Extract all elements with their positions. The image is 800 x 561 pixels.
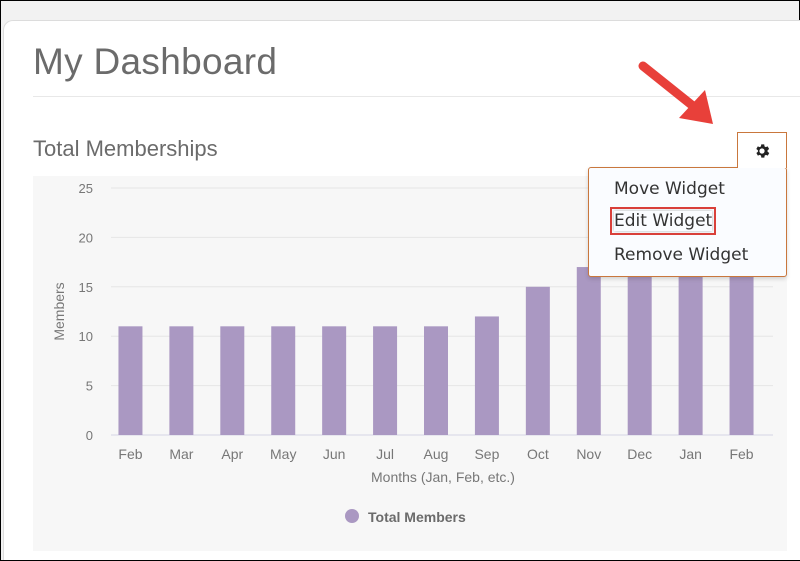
bar[interactable]	[271, 326, 296, 435]
x-tick-label: Feb	[729, 446, 753, 462]
widget-dropdown-menu: Move Widget Edit Widget Remove Widget	[588, 167, 787, 277]
legend-label[interactable]: Total Members	[368, 509, 466, 525]
x-tick-label: Apr	[221, 446, 243, 462]
x-tick-label: Jan	[679, 446, 702, 462]
annotation-arrow-icon	[638, 61, 713, 124]
bar[interactable]	[424, 326, 448, 435]
y-tick-label: 25	[79, 181, 93, 196]
title-divider	[33, 96, 800, 97]
x-tick-label: Jun	[323, 446, 346, 462]
menu-item-remove-widget[interactable]: Remove Widget	[614, 245, 749, 265]
bar[interactable]	[118, 326, 143, 435]
bar[interactable]	[525, 286, 550, 435]
x-tick-label: Feb	[118, 446, 142, 462]
y-axis-label: Members	[51, 282, 67, 340]
y-tick-label: 15	[79, 280, 93, 295]
page-title: My Dashboard	[33, 41, 278, 82]
bar-chart: 0 5 10 15 20 25 Members Feb Mar Apr May Jun Jul Aug Se…	[51, 181, 773, 525]
bar[interactable]	[220, 326, 245, 435]
bar[interactable]	[373, 326, 398, 435]
x-tick-label: Oct	[527, 446, 549, 462]
bar[interactable]	[576, 267, 601, 435]
bar[interactable]	[678, 267, 703, 435]
bar[interactable]	[169, 326, 194, 435]
bar[interactable]	[474, 316, 499, 435]
widget-title: Total Memberships	[33, 136, 218, 161]
gear-icon	[756, 143, 770, 158]
menu-item-move-widget[interactable]: Move Widget	[614, 179, 725, 199]
bar[interactable]	[627, 267, 652, 435]
x-tick-label: Sep	[474, 446, 499, 462]
x-tick-label: Aug	[424, 446, 449, 462]
x-tick-label: Mar	[169, 446, 193, 462]
y-tick-label: 0	[86, 428, 93, 443]
y-tick-label: 5	[86, 379, 93, 394]
x-tick-label: Dec	[627, 446, 652, 462]
legend-marker-icon	[345, 509, 359, 523]
y-tick-label: 20	[79, 230, 93, 245]
x-axis-label: Months (Jan, Feb, etc.)	[371, 469, 515, 485]
menu-item-edit-widget[interactable]: Edit Widget	[609, 207, 717, 235]
bar[interactable]	[729, 267, 754, 435]
bar[interactable]	[322, 326, 347, 435]
x-tick-label: May	[270, 446, 296, 462]
widget-settings-button[interactable]	[737, 132, 787, 168]
x-tick-label: Nov	[576, 446, 601, 462]
x-tick-label: Jul	[376, 446, 394, 462]
y-tick-label: 10	[79, 329, 93, 344]
